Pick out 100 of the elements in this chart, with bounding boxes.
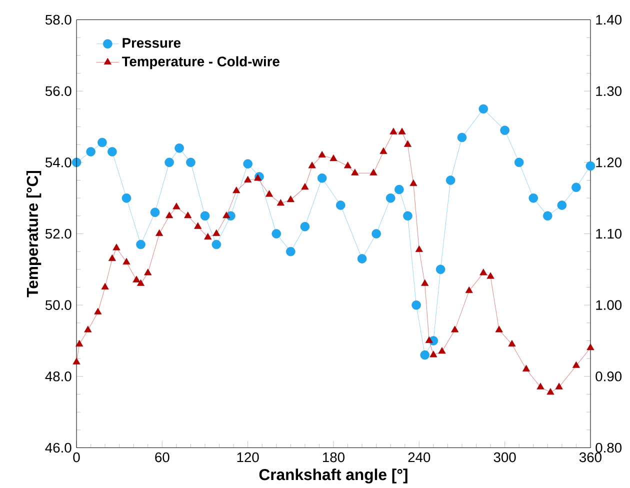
x-tick-label: 360 <box>579 452 602 462</box>
y-tick-label: 56.0 <box>45 86 72 96</box>
point <box>508 340 516 347</box>
point <box>212 229 220 236</box>
point <box>330 154 338 162</box>
point <box>412 300 421 310</box>
point <box>420 350 430 360</box>
point <box>200 211 210 221</box>
point <box>144 268 152 276</box>
point <box>174 144 184 153</box>
y-tick-label: 48.0 <box>45 372 72 382</box>
point <box>457 132 467 142</box>
point <box>386 194 396 203</box>
point <box>394 185 404 194</box>
point <box>572 361 580 368</box>
point <box>72 358 80 364</box>
point <box>390 128 398 134</box>
point <box>421 279 429 286</box>
y-axis-title: Temperature [°C] <box>26 171 42 298</box>
y2-tick-label: 1.00 <box>596 300 622 310</box>
y2-tick-label: 1.40 <box>596 14 622 25</box>
y-tick-label: 54.0 <box>45 158 72 168</box>
point <box>500 126 510 136</box>
point <box>317 174 327 183</box>
y2-tick-label: 1.30 <box>596 86 622 96</box>
point <box>308 162 316 168</box>
point <box>136 240 146 250</box>
point <box>98 138 107 148</box>
point <box>344 162 352 168</box>
point <box>543 211 552 221</box>
point <box>514 158 524 168</box>
point <box>186 158 196 168</box>
y-tick-label: 46.0 <box>45 442 72 453</box>
point <box>572 182 581 192</box>
point <box>286 247 296 256</box>
point <box>172 202 180 210</box>
point <box>122 258 130 265</box>
point <box>156 229 164 236</box>
point <box>357 254 367 264</box>
point <box>132 276 140 282</box>
point <box>122 194 132 203</box>
point <box>380 147 388 154</box>
point <box>94 308 102 315</box>
y-tick-label: 58.0 <box>45 14 72 25</box>
point <box>430 350 438 358</box>
point <box>184 212 192 218</box>
point <box>194 222 202 229</box>
x-axis-title: Crankshaft angle [°] <box>259 468 408 484</box>
x-tick-label: 180 <box>323 452 344 462</box>
point <box>480 268 488 276</box>
point <box>398 128 406 134</box>
point <box>150 208 160 218</box>
point <box>495 326 503 332</box>
point <box>101 282 109 290</box>
point <box>438 347 446 354</box>
point <box>370 168 378 176</box>
point <box>272 229 281 238</box>
point <box>244 176 252 183</box>
point <box>351 168 359 176</box>
point <box>372 229 381 238</box>
point <box>222 212 230 218</box>
point <box>286 196 294 202</box>
legend-label: Pressure <box>122 38 181 48</box>
y2-tick-label: 1.20 <box>596 158 622 168</box>
point <box>212 240 222 250</box>
point <box>425 336 433 344</box>
point <box>586 344 594 350</box>
y2-tick-label: 1.10 <box>596 228 622 239</box>
point <box>76 340 84 347</box>
point <box>265 190 274 197</box>
point <box>446 176 456 185</box>
point <box>112 244 120 250</box>
point <box>276 199 284 206</box>
point <box>415 246 423 252</box>
point <box>166 212 174 218</box>
point <box>136 279 145 286</box>
point <box>403 211 412 221</box>
point <box>301 183 309 190</box>
point <box>478 104 488 114</box>
x-tick-label: 240 <box>408 452 430 462</box>
point <box>410 180 418 186</box>
point <box>318 151 326 158</box>
y-tick-label: 50.0 <box>45 300 72 310</box>
point <box>486 272 494 279</box>
point <box>522 365 530 372</box>
x-tick-label: 300 <box>494 452 516 462</box>
point <box>86 147 96 156</box>
point <box>451 326 459 332</box>
point <box>204 233 212 240</box>
y-tick-label: 52.0 <box>45 228 72 239</box>
point <box>586 161 596 171</box>
point <box>555 382 563 390</box>
y2-tick-label: 0.80 <box>596 442 622 453</box>
point <box>436 264 446 274</box>
y2-tick-label: 0.90 <box>596 372 622 382</box>
point <box>243 159 252 169</box>
point <box>84 326 92 332</box>
point <box>404 140 412 147</box>
point <box>528 194 538 203</box>
x-tick-label: 0 <box>73 452 80 462</box>
